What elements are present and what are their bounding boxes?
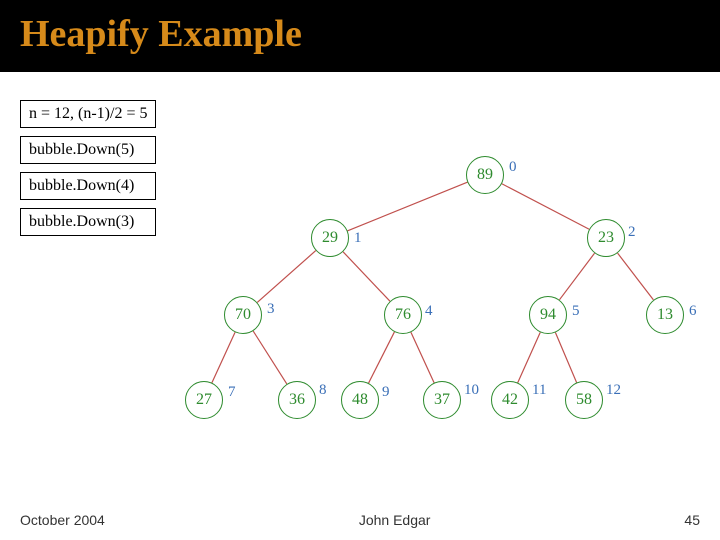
- tree-node: 13: [646, 296, 684, 334]
- tree-node: 29: [311, 219, 349, 257]
- tree-node: 58: [565, 381, 603, 419]
- tree-node: 76: [384, 296, 422, 334]
- tree-edges: [0, 80, 720, 500]
- tree-node: 23: [587, 219, 625, 257]
- node-index: 11: [532, 382, 546, 399]
- tree-node: 94: [529, 296, 567, 334]
- tree-node: 37: [423, 381, 461, 419]
- tree-node: 89: [466, 156, 504, 194]
- node-index: 7: [228, 384, 236, 401]
- node-index: 0: [509, 159, 517, 176]
- tree-node: 27: [185, 381, 223, 419]
- tree-node: 42: [491, 381, 529, 419]
- node-index: 8: [319, 382, 327, 399]
- node-index: 6: [689, 303, 697, 320]
- footer: October 2004 John Edgar 45: [0, 512, 720, 528]
- title-bar: Heapify Example: [0, 0, 720, 72]
- node-index: 2: [628, 224, 636, 241]
- node-index: 5: [572, 303, 580, 320]
- node-index: 4: [425, 303, 433, 320]
- node-index: 12: [606, 382, 621, 399]
- footer-page: 45: [684, 512, 700, 528]
- node-index: 3: [267, 301, 275, 318]
- slide: Heapify Example n = 12, (n-1)/2 = 5 bubb…: [0, 0, 720, 540]
- node-index: 9: [382, 384, 390, 401]
- tree-node: 36: [278, 381, 316, 419]
- node-index: 10: [464, 382, 479, 399]
- footer-author: John Edgar: [359, 512, 431, 528]
- tree-diagram: 89 0 29 1 232 70 3 764 94 5 13 6 27 7 368 489 3710 4211 58…: [0, 80, 720, 500]
- slide-title: Heapify Example: [20, 12, 700, 56]
- footer-date: October 2004: [20, 512, 105, 528]
- tree-node: 70: [224, 296, 262, 334]
- tree-node: 48: [341, 381, 379, 419]
- node-index: 1: [354, 230, 362, 247]
